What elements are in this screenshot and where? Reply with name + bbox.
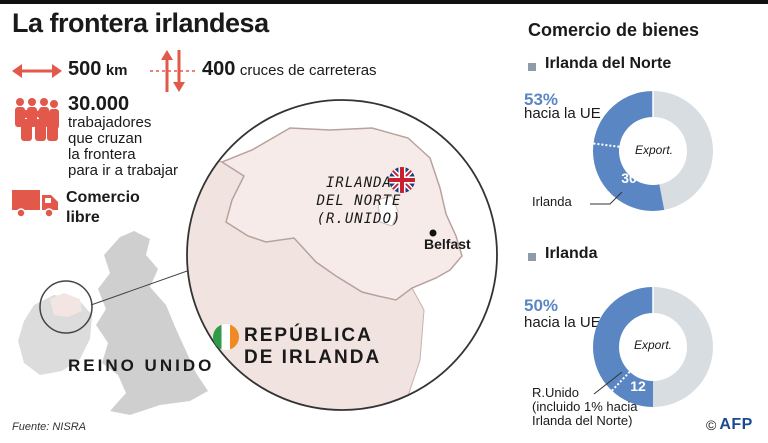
ie-partner-share: 12 — [630, 378, 646, 394]
ni-small-shape — [50, 293, 82, 317]
truck-icon — [12, 190, 58, 218]
afp-logo-text: AFP — [719, 416, 753, 433]
ni-partner-share: 30 — [621, 170, 637, 186]
workers-label-line: trabajadores — [68, 114, 152, 131]
workers-label-line: para ir a trabajar — [68, 162, 179, 179]
ie-eu-slice — [592, 287, 653, 407]
ni-export-donut — [593, 91, 713, 211]
zoom-focus-circle — [39, 280, 93, 334]
ni-partner-divider — [593, 142, 620, 148]
ie-partner-label-line: Irlanda del Norte) — [532, 413, 633, 428]
workers-label-line: la frontera — [68, 146, 136, 163]
ni-map-label-line: IRLANDA — [325, 175, 392, 191]
page-title: La frontera irlandesa — [12, 8, 269, 38]
ie-partner-label: R.Unido (incluido 1% hacia Irlanda del N… — [532, 386, 638, 428]
road-crossings-label: cruces de carreteras — [239, 62, 377, 79]
free-trade-label: Comercio libre — [66, 188, 140, 228]
ireland-shape — [18, 295, 92, 375]
ni-rest-slice — [653, 91, 713, 210]
road-crossings: 400 cruces de carreteras — [202, 58, 377, 81]
workers-label: trabajadores que cruzan la frontera para… — [68, 115, 178, 179]
free-trade-line: Comercio — [66, 189, 140, 206]
ni-map-label: IRLANDA DEL NORTE (R.UNIDO) — [294, 174, 424, 228]
roi-map-label-line: DE IRLANDA — [244, 347, 382, 368]
border-length-unit: km — [105, 62, 128, 79]
ni-bullet-square — [528, 63, 536, 71]
overview-map — [18, 231, 208, 415]
ni-eu-label: hacia la UE — [524, 105, 601, 122]
ie-partner-label-line: (incluido 1% hacia — [532, 399, 638, 414]
great-britain-shape — [96, 231, 208, 415]
ie-partner-divider — [611, 371, 631, 392]
ie-rest-slice — [653, 287, 713, 407]
source-note: Fuente: NISRA — [12, 421, 86, 433]
ie-bullet-square — [528, 253, 536, 261]
ni-trade-title: Irlanda del Norte — [545, 55, 672, 72]
ie-eu-share: 50% — [524, 296, 559, 315]
ie-partner-leader-line — [593, 371, 623, 395]
ie-export-donut — [592, 287, 713, 407]
ireland-flag-icon — [213, 324, 239, 350]
road-crossings-value: 400 — [202, 58, 236, 80]
border-length: 500 km — [68, 58, 128, 81]
lough-neagh-shape — [377, 195, 399, 227]
zoom-connector — [90, 269, 191, 306]
ni-donut-center-label: Export. — [634, 143, 673, 157]
copyright-symbol: © — [706, 417, 717, 433]
ie-trade-title: Irlanda — [545, 245, 598, 262]
ie-donut-center-label: Export. — [633, 338, 672, 352]
ie-partner-label-line: R.Unido — [532, 385, 579, 400]
workers-crowd-icon — [15, 98, 59, 141]
workers-label-line: que cruzan — [68, 130, 143, 147]
border-length-value: 500 — [68, 58, 102, 80]
workers-value: 30.000 — [68, 93, 130, 115]
double-arrow-icon — [12, 64, 62, 78]
crossing-arrows-icon — [150, 50, 196, 92]
trade-section-title: Comercio de bienes — [528, 20, 700, 40]
top-bar — [0, 0, 768, 4]
ni-partner-leader-line — [590, 191, 623, 205]
ni-partner-label: Irlanda — [532, 194, 572, 209]
roi-map-label-line: REPÚBLICA — [244, 325, 373, 346]
ni-eu-share: 53% — [524, 90, 559, 109]
roi-map-label: REPÚBLICA DE IRLANDA — [244, 325, 381, 369]
belfast-label: Belfast — [424, 236, 471, 252]
belfast-dot — [429, 229, 437, 237]
afp-logo: © AFP — [706, 416, 753, 434]
ni-map-label-line: (R.UNIDO) — [316, 211, 402, 227]
zoom-circle-outline — [186, 99, 498, 411]
uk-label: REINO UNIDO — [68, 356, 215, 375]
ni-eu-slice — [593, 91, 665, 211]
free-trade-line: libre — [66, 209, 100, 226]
ni-map-label-line: DEL NORTE — [316, 193, 402, 209]
ie-eu-label: hacia la UE — [524, 314, 601, 331]
